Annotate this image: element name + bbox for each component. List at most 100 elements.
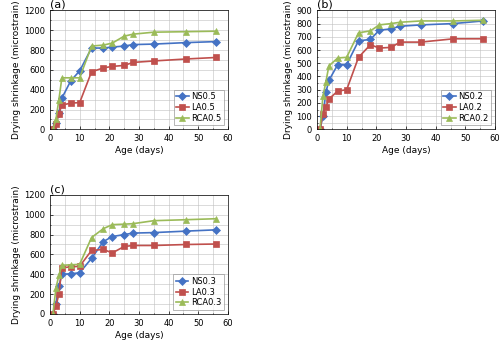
RCA0.2 [317,127,323,131]
LA0.5 [53,122,59,127]
RCA0.5 [59,76,65,80]
LA0.3 [100,247,106,252]
X-axis label: Age (days): Age (days) [382,146,430,155]
LA0.5 [213,56,219,60]
NS0.2 [450,21,456,26]
NS0.3 [100,239,106,244]
LA0.3 [68,265,74,269]
X-axis label: Age (days): Age (days) [114,146,164,155]
NS0.5 [88,46,94,50]
RCA0.5 [56,98,62,102]
LA0.5 [151,59,157,63]
NS0.3 [56,284,62,288]
LA0.3 [88,248,94,253]
LA0.2 [418,40,424,44]
RCA0.3 [130,221,136,226]
Text: (a): (a) [50,0,66,10]
NS0.3 [68,272,74,276]
LA0.5 [184,57,190,61]
RCA0.5 [68,76,74,80]
NS0.5 [59,96,65,100]
NS0.3 [121,233,127,237]
LA0.3 [110,251,116,255]
RCA0.3 [56,273,62,277]
NS0.2 [418,23,424,27]
LA0.5 [68,101,74,105]
NS0.5 [213,40,219,44]
RCA0.3 [53,286,59,290]
NS0.2 [335,62,341,67]
NS0.2 [480,19,486,23]
LA0.2 [335,89,341,93]
NS0.3 [53,302,59,306]
Y-axis label: Drying shrinkage (microstrain): Drying shrinkage (microstrain) [12,185,22,324]
RCA0.2 [368,29,374,33]
RCA0.2 [418,19,424,23]
RCA0.2 [320,94,326,98]
NS0.5 [53,121,59,126]
RCA0.3 [151,219,157,223]
NS0.5 [76,69,82,73]
RCA0.3 [59,263,65,267]
NS0.2 [323,90,329,95]
RCA0.5 [88,44,94,48]
NS0.2 [397,24,403,28]
RCA0.5 [100,43,106,47]
RCA0.5 [130,32,136,36]
Line: LA0.3: LA0.3 [50,241,219,317]
NS0.2 [356,39,362,43]
LA0.5 [56,111,62,116]
RCA0.3 [100,227,106,231]
RCA0.3 [110,223,116,227]
RCA0.2 [376,23,382,27]
RCA0.3 [76,262,82,266]
Legend: NS0.2, LA0.2, RCA0.2: NS0.2, LA0.2, RCA0.2 [440,90,491,125]
Y-axis label: Drying shrinkage (microstrain): Drying shrinkage (microstrain) [12,1,22,139]
NS0.2 [368,37,374,41]
Line: LA0.5: LA0.5 [50,55,219,132]
X-axis label: Age (days): Age (days) [114,331,164,339]
NS0.5 [68,79,74,83]
LA0.2 [480,37,486,41]
RCA0.2 [397,20,403,24]
RCA0.2 [335,56,341,60]
RCA0.3 [121,222,127,226]
NS0.3 [184,229,190,233]
Line: RCA0.3: RCA0.3 [50,216,219,317]
NS0.5 [56,111,62,115]
NS0.2 [320,114,326,118]
NS0.5 [184,40,190,45]
LA0.2 [344,88,349,92]
LA0.2 [397,40,403,44]
Y-axis label: Drying shrinkage (microstrain): Drying shrinkage (microstrain) [284,1,294,139]
NS0.5 [100,46,106,50]
RCA0.5 [76,76,82,80]
NS0.3 [110,235,116,239]
RCA0.3 [184,218,190,222]
Line: NS0.3: NS0.3 [50,227,219,317]
RCA0.2 [480,18,486,22]
LA0.3 [59,266,65,270]
LA0.5 [76,100,82,105]
RCA0.5 [151,30,157,34]
NS0.3 [88,256,94,260]
Line: NS0.2: NS0.2 [317,18,486,132]
LA0.3 [50,312,56,316]
LA0.5 [88,70,94,74]
LA0.2 [450,37,456,41]
LA0.2 [388,45,394,49]
RCA0.2 [388,21,394,26]
NS0.5 [110,45,116,49]
RCA0.2 [356,31,362,35]
NS0.3 [130,231,136,235]
LA0.3 [121,244,127,248]
LA0.5 [130,60,136,65]
RCA0.2 [326,64,332,68]
RCA0.3 [213,217,219,221]
NS0.2 [317,127,323,131]
LA0.2 [368,43,374,47]
Line: RCA0.5: RCA0.5 [50,28,219,132]
LA0.3 [151,244,157,248]
RCA0.5 [184,30,190,34]
NS0.2 [388,27,394,31]
